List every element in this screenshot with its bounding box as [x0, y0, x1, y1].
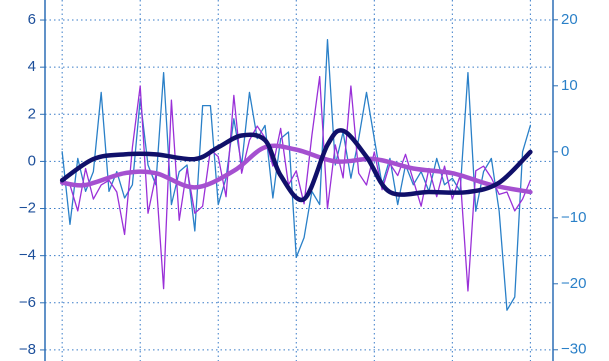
y-tick-label: 6 — [28, 11, 36, 28]
y2-tick-label: 20 — [561, 11, 578, 28]
y2-tick-label: 0 — [561, 143, 569, 160]
y2-tick-label: −20 — [561, 275, 586, 292]
y2-tick-label: −30 — [561, 341, 586, 358]
y-tick-label: −4 — [19, 247, 36, 264]
series-line — [59, 128, 533, 203]
series-line — [61, 75, 532, 292]
y-tick-label: 4 — [28, 58, 36, 75]
y2-tick-label: −10 — [561, 209, 586, 226]
y-tick-label: −6 — [19, 294, 36, 311]
y-tick-label: −2 — [19, 200, 36, 217]
series-line — [61, 38, 532, 311]
series-line — [59, 143, 533, 195]
y-tick-label: 0 — [28, 152, 36, 169]
y2-tick-label: 10 — [561, 77, 578, 94]
y-tick-label: −8 — [19, 341, 36, 358]
y-tick-label: 2 — [28, 105, 36, 122]
